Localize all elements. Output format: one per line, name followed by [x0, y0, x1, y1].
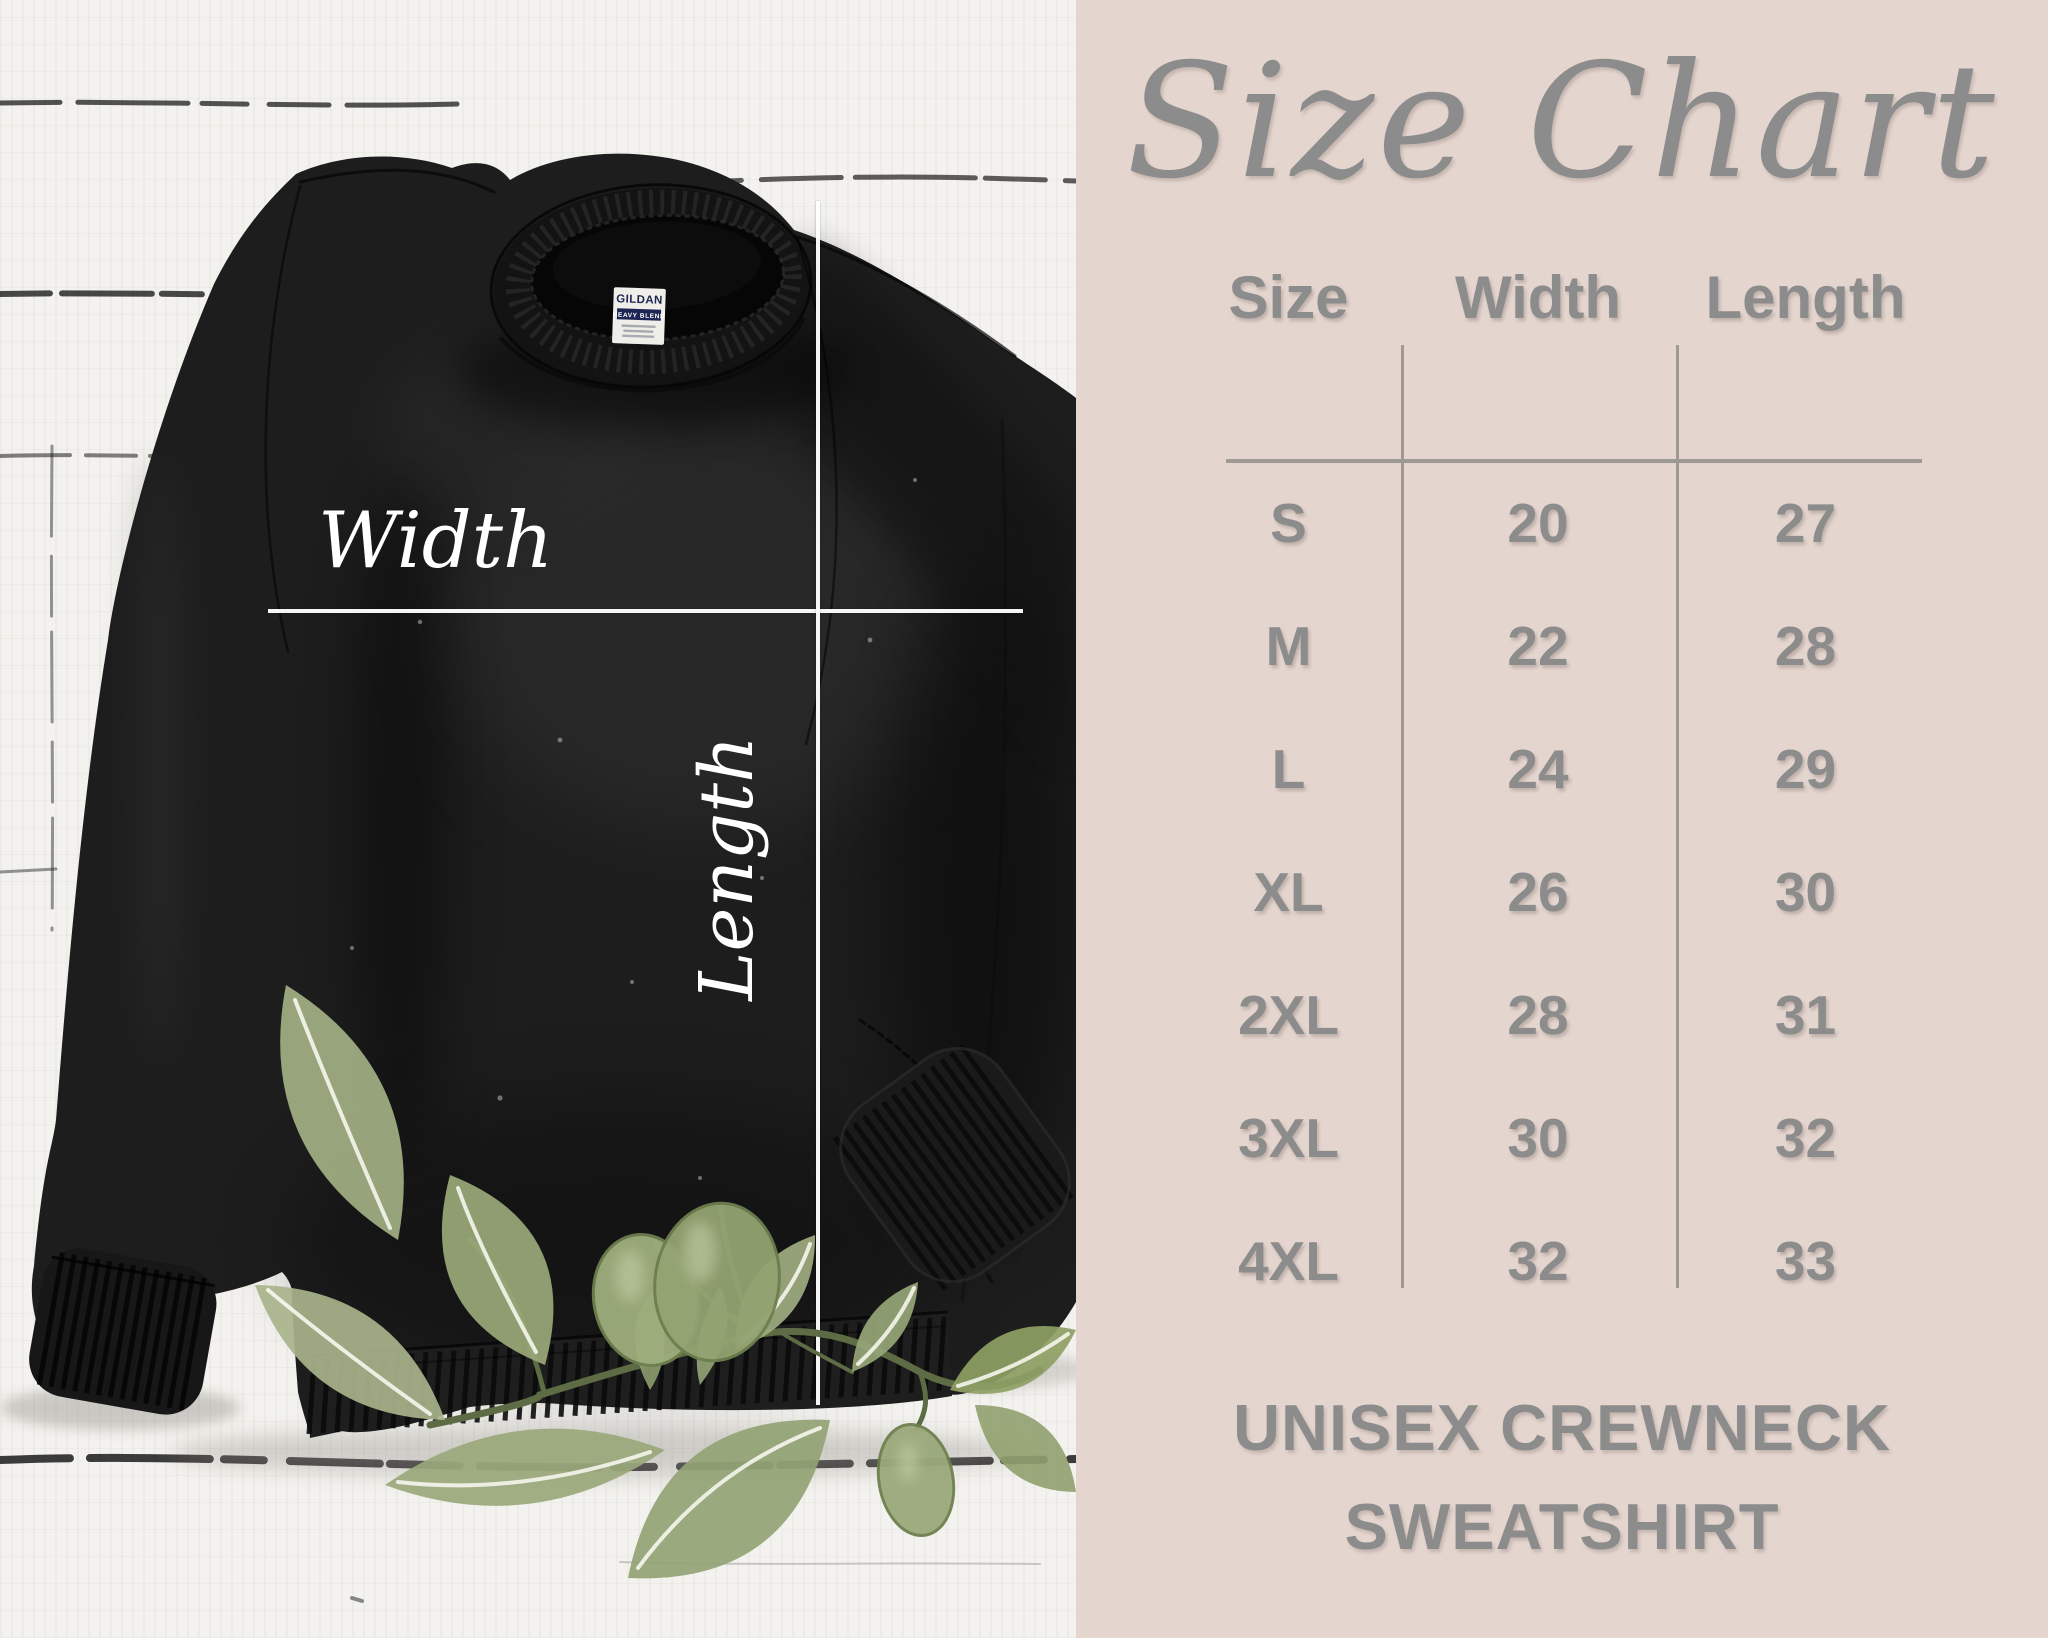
- product-name: UNISEX CREWNECK SWEATSHIRT: [1233, 1391, 1891, 1563]
- tag-line-text: HEAVY BLEND: [613, 312, 666, 321]
- width-cell: 30: [1507, 1106, 1569, 1169]
- size-table-rows: S 20 27 M 22 28 L 24 29 XL 26 30 2XL 28 31 3XL 30 32 4XL 32…: [1176, 461, 1936, 1322]
- size-cell: 3XL: [1238, 1106, 1339, 1169]
- size-table: Size Width Length S 20 27 M 22 28 L 24 29 XL 26 30 2…: [1176, 235, 1936, 1322]
- width-measure-line: [268, 609, 1023, 613]
- width-cell: 28: [1507, 983, 1569, 1046]
- right-cuff: [832, 1044, 1074, 1291]
- table-divider-2: [1676, 345, 1679, 1288]
- length-cell: 31: [1774, 983, 1837, 1046]
- lint-specks: [350, 478, 917, 1180]
- table-header-row: Size Width Length: [1176, 235, 1936, 461]
- width-cell: 26: [1507, 860, 1569, 923]
- size-cell: XL: [1253, 860, 1324, 923]
- table-row: S 20 27: [1176, 461, 1936, 584]
- sweatshirt-photo: GILDAN HEAVY BLEND: [0, 0, 1076, 1638]
- table-row: 2XL 28 31: [1176, 953, 1936, 1076]
- width-label: Width: [318, 496, 554, 586]
- length-cell: 27: [1774, 491, 1837, 554]
- table-row: M 22 28: [1176, 584, 1936, 707]
- size-cell: 2XL: [1238, 983, 1339, 1046]
- tag-brand-text: GILDAN: [616, 293, 663, 307]
- width-cell: 32: [1507, 1229, 1569, 1292]
- size-cell: S: [1270, 491, 1307, 554]
- size-cell: L: [1271, 737, 1306, 800]
- table-row: L 24 29: [1176, 707, 1936, 830]
- width-cell: 22: [1507, 614, 1569, 677]
- olive-branch: [255, 985, 1076, 1579]
- length-cell: 30: [1774, 860, 1837, 923]
- size-chart-panel: Size Chart Size Width Length S 20 27 M 22 28 L…: [1076, 0, 2048, 1638]
- neck-tag: GILDAN HEAVY BLEND: [612, 287, 666, 345]
- table-row: 3XL 30 32: [1176, 1076, 1936, 1199]
- column-header-size: Size: [1228, 264, 1349, 331]
- length-cell: 32: [1774, 1106, 1837, 1169]
- sweatshirt: GILDAN HEAVY BLEND: [29, 153, 1076, 1438]
- column-header-length: Length: [1705, 264, 1906, 331]
- branch-olives: [591, 1201, 956, 1538]
- column-header-width: Width: [1454, 264, 1622, 331]
- length-cell: 33: [1774, 1229, 1837, 1292]
- collar: [489, 183, 813, 393]
- table-divider-1: [1401, 345, 1404, 1288]
- leaf-midribs: [266, 998, 1070, 1570]
- left-cuff: [29, 1248, 217, 1415]
- table-row: XL 26 30: [1176, 830, 1936, 953]
- length-cell: 28: [1774, 614, 1837, 677]
- width-cell: 24: [1507, 737, 1569, 800]
- length-measure-line: [816, 201, 820, 1405]
- page-title: Size Chart: [1126, 30, 1998, 214]
- width-cell: 20: [1507, 491, 1569, 554]
- length-cell: 29: [1774, 737, 1837, 800]
- table-row: 4XL 32 33: [1176, 1199, 1936, 1322]
- size-cell: 4XL: [1238, 1229, 1339, 1292]
- size-cell: M: [1265, 614, 1312, 677]
- header-underline: [1226, 459, 1922, 463]
